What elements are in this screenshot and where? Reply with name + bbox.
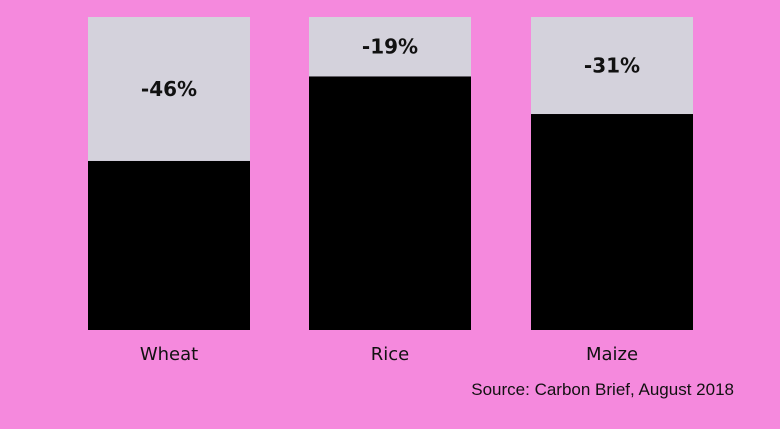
bar-loss-wheat [88, 17, 250, 161]
data-label-rice: -19% [362, 35, 418, 59]
bar-loss-maize [531, 17, 693, 115]
category-label-wheat: Wheat [140, 344, 198, 365]
bar-loss-rice [309, 17, 471, 77]
data-label-maize: -31% [584, 54, 640, 78]
bar-remaining-wheat [88, 160, 250, 330]
bar-remaining-maize [531, 114, 693, 330]
data-label-wheat: -46% [141, 77, 197, 101]
category-label-rice: Rice [371, 344, 409, 365]
source-note: Source: Carbon Brief, August 2018 [471, 380, 734, 399]
category-label-maize: Maize [586, 344, 638, 365]
bar-remaining-rice [309, 76, 471, 330]
